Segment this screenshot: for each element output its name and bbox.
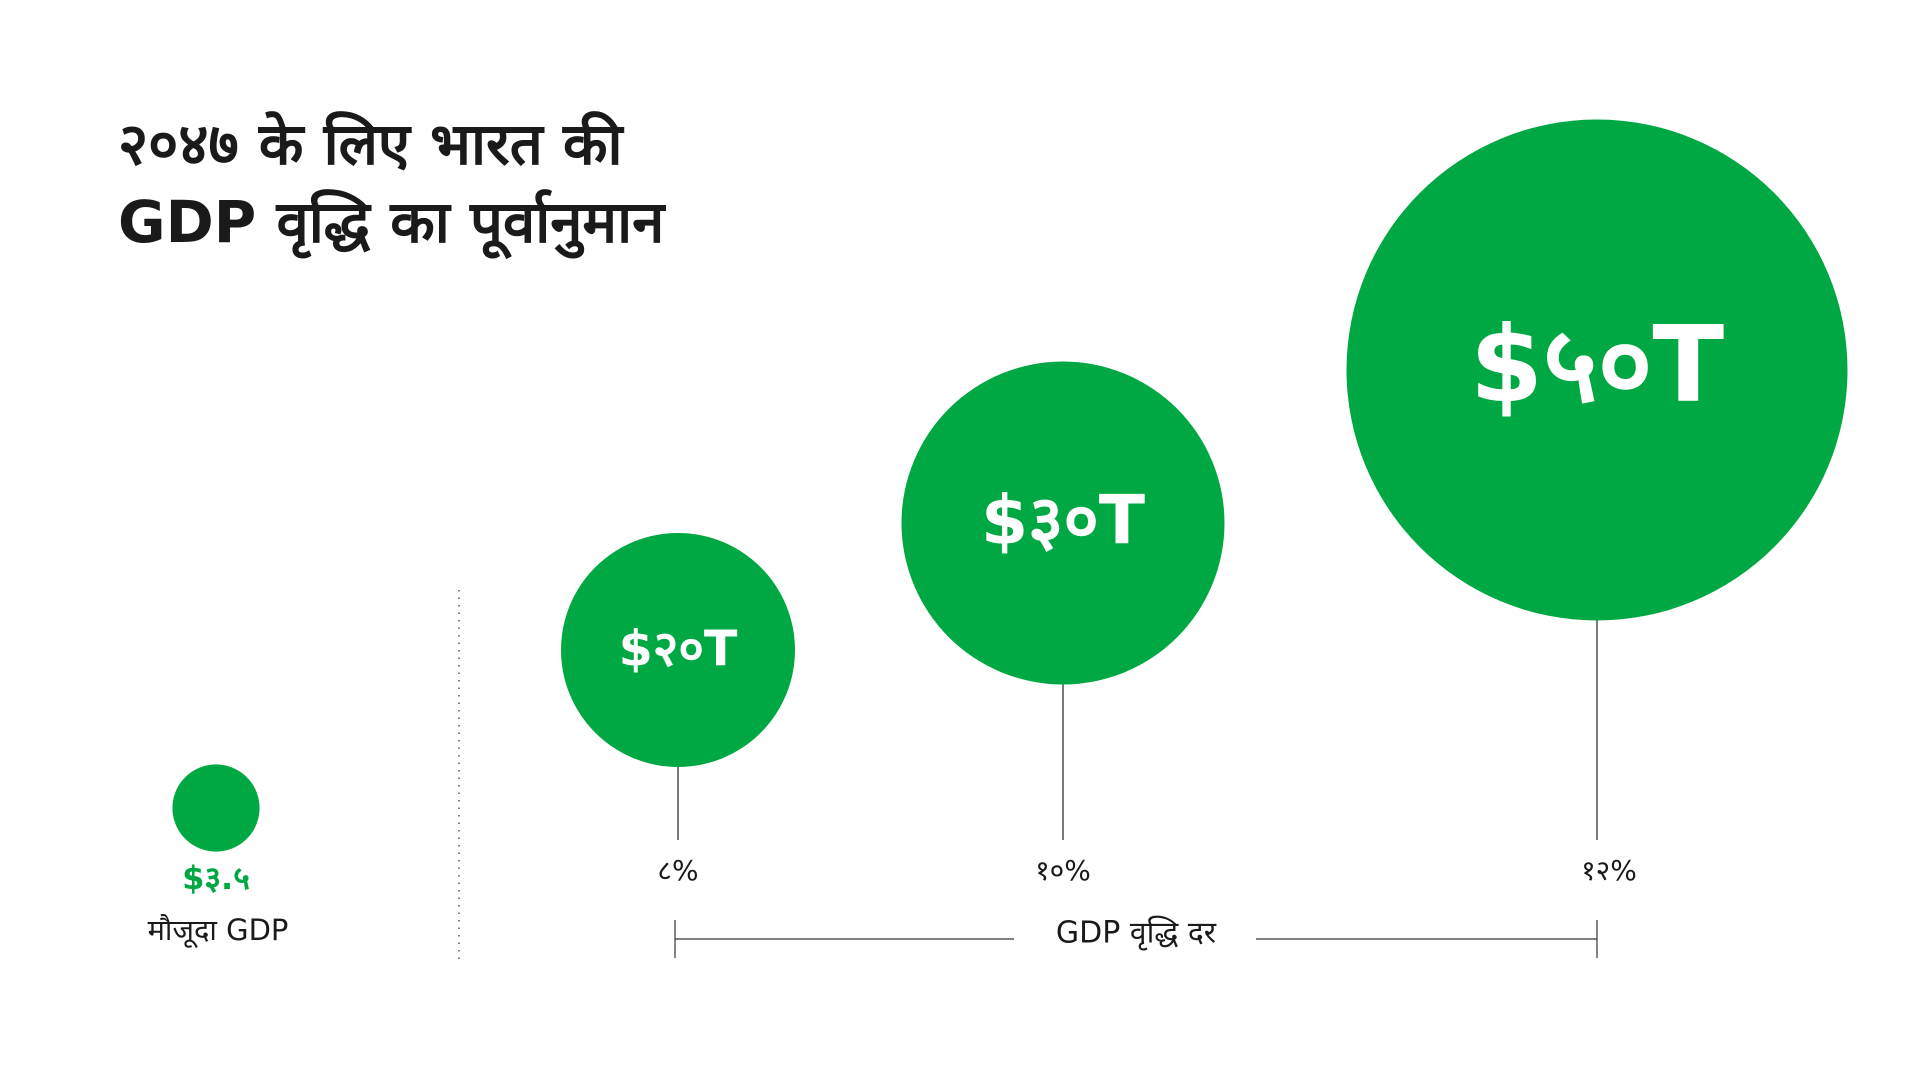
- value-label: $५०T: [1470, 303, 1725, 426]
- bubble: [1346, 119, 1848, 621]
- category-label: मौजूदा GDP: [148, 913, 289, 948]
- x-tick-label: १०%: [1035, 854, 1091, 887]
- value-label: $३.५: [182, 859, 250, 897]
- x-axis-label: GDP वृद्धि दर: [1056, 916, 1217, 952]
- value-label: $२०T: [619, 620, 738, 678]
- x-tick-label: ८%: [657, 854, 698, 887]
- value-label: $३०T: [981, 481, 1145, 560]
- bubble: [901, 361, 1225, 685]
- chart-title: GDP वृद्धि का पूर्वानुमान: [118, 188, 666, 260]
- bubble: [561, 533, 795, 767]
- bubble: [172, 764, 260, 852]
- x-tick-label: १२%: [1581, 854, 1637, 887]
- chart-title: २०४७ के लिए भारत की: [118, 110, 624, 178]
